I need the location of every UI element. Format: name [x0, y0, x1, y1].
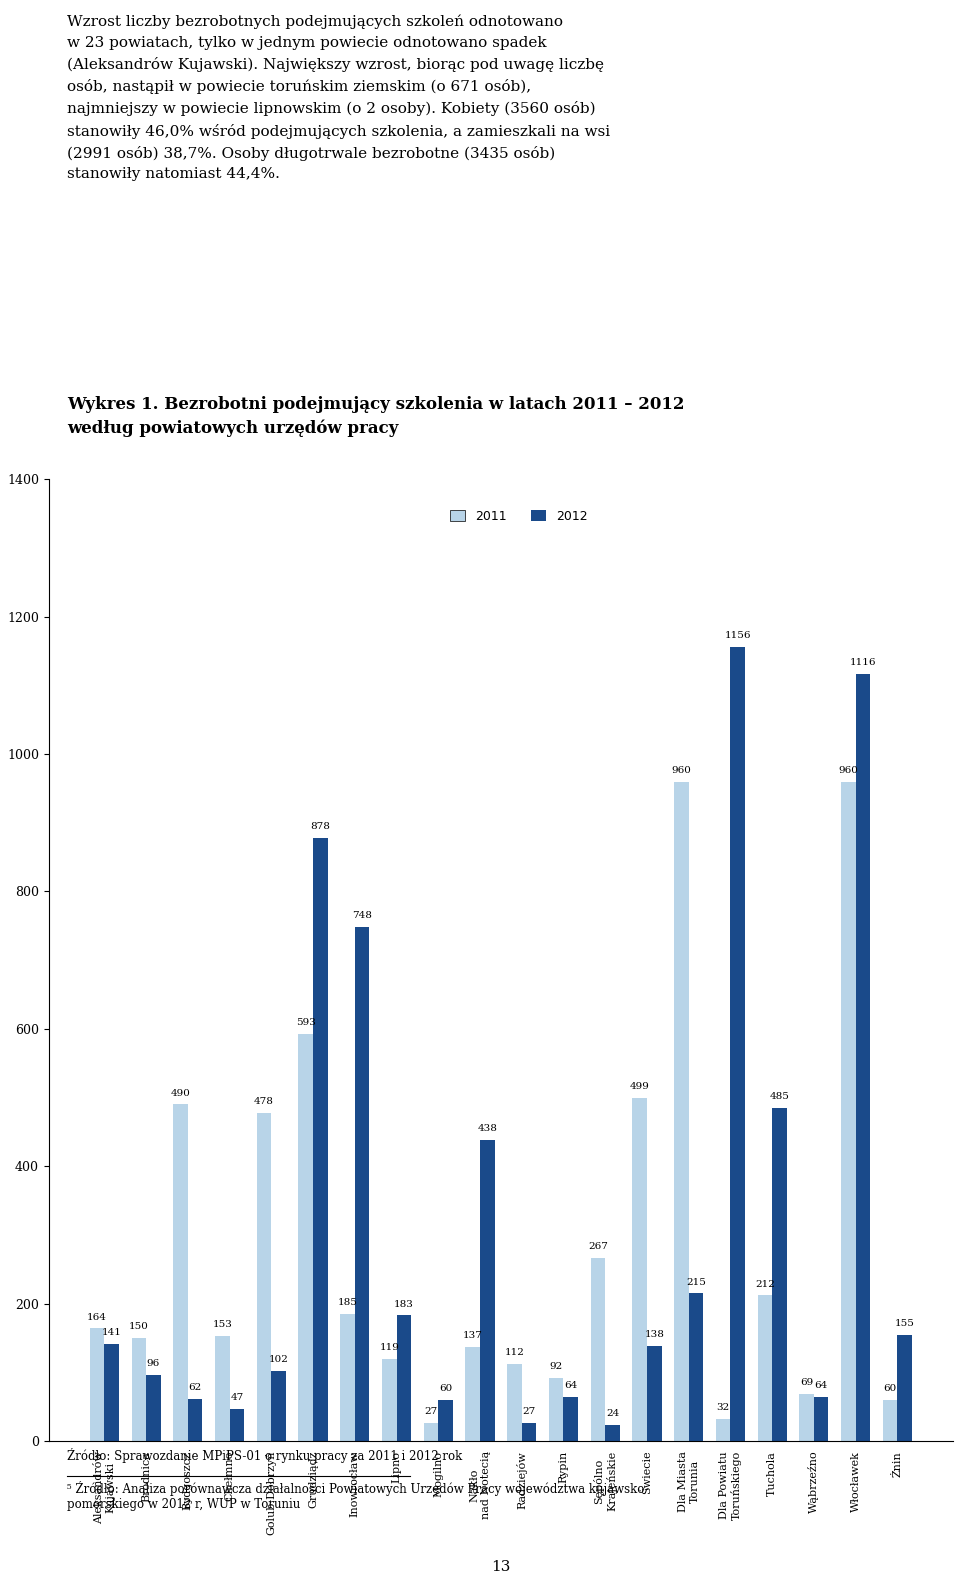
Bar [256, 1113, 272, 1442]
Bar [90, 1329, 105, 1442]
Bar [633, 1099, 647, 1442]
Text: 499: 499 [630, 1083, 650, 1091]
Text: 47: 47 [230, 1393, 244, 1402]
Text: 215: 215 [686, 1277, 706, 1286]
Text: 69: 69 [800, 1378, 813, 1386]
Text: 153: 153 [212, 1320, 232, 1329]
Text: 593: 593 [296, 1018, 316, 1027]
Bar [480, 1140, 494, 1442]
Bar [299, 1034, 313, 1442]
Text: 102: 102 [269, 1355, 289, 1364]
Text: 960: 960 [838, 765, 858, 775]
Bar [647, 1347, 661, 1442]
Bar [340, 1313, 355, 1442]
Text: 62: 62 [188, 1383, 202, 1391]
Text: 748: 748 [352, 912, 372, 921]
Bar [272, 1370, 286, 1442]
Bar [313, 838, 327, 1442]
Text: 185: 185 [338, 1297, 357, 1307]
Bar [688, 1293, 704, 1442]
Bar [507, 1364, 521, 1442]
Text: 60: 60 [883, 1385, 897, 1393]
Bar [841, 781, 855, 1442]
Text: 438: 438 [477, 1124, 497, 1134]
Text: 1156: 1156 [725, 630, 751, 640]
Text: 183: 183 [394, 1299, 414, 1309]
Bar [772, 1108, 787, 1442]
Text: Źródło: Sprawozdanie MPiPS-01 o rynku pracy za 2011 i 2012 rok

⁵ Źródło: Analiz: Źródło: Sprawozdanie MPiPS-01 o rynku pr… [67, 1448, 648, 1510]
Legend: 2011, 2012: 2011, 2012 [444, 505, 593, 527]
Text: 878: 878 [310, 823, 330, 831]
Bar [898, 1334, 912, 1442]
Bar [605, 1424, 620, 1442]
Text: 141: 141 [102, 1329, 122, 1337]
Text: 60: 60 [439, 1385, 452, 1393]
Bar [215, 1336, 229, 1442]
Text: 27: 27 [522, 1407, 536, 1416]
Bar [146, 1375, 160, 1442]
Bar [800, 1394, 814, 1442]
Text: 164: 164 [87, 1313, 107, 1321]
Text: 32: 32 [716, 1404, 730, 1412]
Bar [716, 1420, 731, 1442]
Text: 1116: 1116 [850, 659, 876, 667]
Text: 92: 92 [549, 1363, 563, 1370]
Bar [564, 1397, 578, 1442]
Bar [731, 646, 745, 1442]
Bar [439, 1401, 453, 1442]
Bar [883, 1401, 898, 1442]
Bar [590, 1258, 605, 1442]
Bar [814, 1397, 828, 1442]
Text: 112: 112 [505, 1348, 524, 1358]
Text: 960: 960 [671, 765, 691, 775]
Text: 13: 13 [492, 1559, 511, 1574]
Bar [757, 1296, 772, 1442]
Bar [466, 1347, 480, 1442]
Text: 137: 137 [463, 1331, 483, 1340]
Text: 138: 138 [644, 1331, 664, 1339]
Bar [855, 675, 870, 1442]
Bar [549, 1378, 564, 1442]
Text: 478: 478 [254, 1097, 274, 1105]
Text: 96: 96 [147, 1359, 160, 1369]
Text: 27: 27 [424, 1407, 438, 1416]
Text: 267: 267 [588, 1242, 608, 1251]
Text: 64: 64 [814, 1382, 828, 1390]
Text: 119: 119 [379, 1343, 399, 1353]
Text: 155: 155 [895, 1318, 915, 1328]
Bar [382, 1359, 396, 1442]
Text: Wykres 1. Bezrobotni podejmujący szkolenia w latach 2011 – 2012
według powiatowy: Wykres 1. Bezrobotni podejmujący szkolen… [67, 395, 684, 437]
Bar [188, 1399, 203, 1442]
Text: 24: 24 [606, 1409, 619, 1418]
Text: 490: 490 [171, 1089, 190, 1097]
Text: 150: 150 [129, 1323, 149, 1331]
Bar [674, 781, 688, 1442]
Bar [105, 1345, 119, 1442]
Text: Wzrost liczby bezrobotnych podejmujących szkoleń odnotowano
w 23 powiatach, tylk: Wzrost liczby bezrobotnych podejmujących… [67, 14, 610, 181]
Bar [521, 1423, 537, 1442]
Text: 212: 212 [755, 1280, 775, 1288]
Bar [173, 1104, 188, 1442]
Text: 64: 64 [564, 1382, 577, 1390]
Text: 485: 485 [770, 1093, 789, 1100]
Bar [355, 927, 370, 1442]
Bar [396, 1315, 411, 1442]
Bar [229, 1409, 244, 1442]
Bar [423, 1423, 439, 1442]
Bar [132, 1339, 146, 1442]
